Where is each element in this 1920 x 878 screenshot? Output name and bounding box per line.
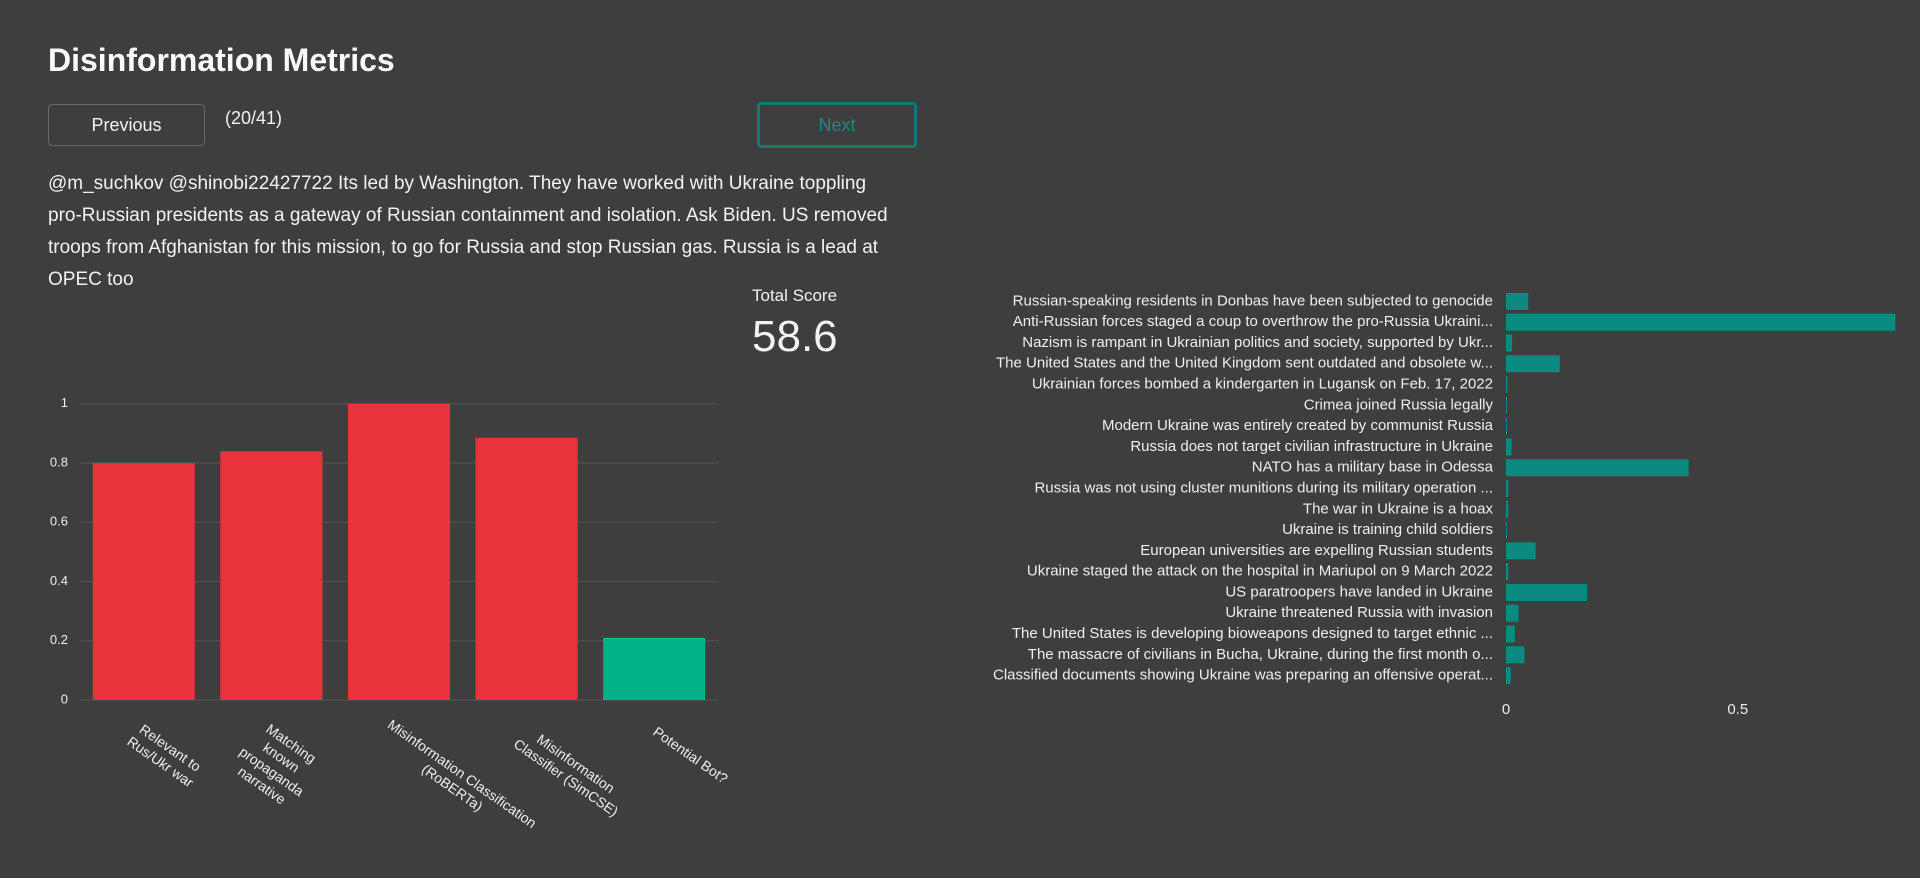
bar xyxy=(1506,667,1511,685)
bar xyxy=(1506,355,1560,373)
y-tick-label: Ukrainian forces bombed a kindergarten i… xyxy=(1032,376,1493,393)
previous-button[interactable]: Previous xyxy=(48,104,205,146)
bar xyxy=(1506,459,1689,477)
y-tick-label: Ukraine threatened Russia with invasion xyxy=(1225,604,1493,621)
y-tick-label: Nazism is rampant in Ukrainian politics … xyxy=(1022,334,1493,351)
bar xyxy=(1506,313,1896,331)
y-tick-label: Anti-Russian forces staged a coup to ove… xyxy=(1013,313,1493,330)
y-tick-label: NATO has a military base in Odessa xyxy=(1252,459,1494,476)
y-tick-label: Modern Ukraine was entirely created by c… xyxy=(1102,417,1494,434)
bar xyxy=(1506,563,1509,581)
y-tick-label: 0.8 xyxy=(50,454,68,469)
score-value: 58.6 xyxy=(752,312,838,361)
y-tick-label: US paratroopers have landed in Ukraine xyxy=(1225,583,1493,600)
bar xyxy=(1506,396,1507,414)
y-tick-label: Crimea joined Russia legally xyxy=(1304,396,1494,413)
y-tick-label: Classified documents showing Ukraine was… xyxy=(993,667,1493,684)
bar xyxy=(1506,604,1519,622)
y-tick-label: 0.4 xyxy=(50,573,68,588)
y-tick-label: The United States is developing bioweapo… xyxy=(1012,625,1493,642)
y-tick-label: Ukraine is training child soldiers xyxy=(1282,521,1493,538)
bar xyxy=(1506,417,1507,435)
bar xyxy=(92,463,195,700)
bar xyxy=(1506,646,1525,664)
score-label: Total Score xyxy=(752,286,838,305)
y-tick-label: Russia was not using cluster munitions d… xyxy=(1034,479,1493,496)
bar xyxy=(347,403,451,700)
bar xyxy=(1506,583,1588,601)
y-tick-label: 0 xyxy=(61,691,68,706)
bar xyxy=(1506,480,1509,497)
y-tick-label: The war in Ukraine is a hoax xyxy=(1303,500,1494,517)
bar xyxy=(1506,521,1507,539)
y-tick-label: Russian-speaking residents in Donbas hav… xyxy=(1013,292,1493,309)
bar xyxy=(220,451,323,700)
y-tick-label: 1 xyxy=(61,395,68,410)
bar xyxy=(1506,292,1529,310)
y-tick-label: Russia does not target civilian infrastr… xyxy=(1130,438,1493,455)
bar xyxy=(1506,500,1509,518)
bar xyxy=(1506,438,1512,456)
bar xyxy=(475,437,578,700)
tweet-text: @m_suchkov @shinobi22427722 Its led by W… xyxy=(48,173,888,290)
counter: (20/41) xyxy=(225,108,283,128)
y-tick-label: 0.2 xyxy=(50,632,68,647)
y-tick-label: 0.6 xyxy=(50,514,68,529)
bar xyxy=(1506,625,1515,643)
x-tick-label: 0.5 xyxy=(1727,701,1748,718)
x-tick-label: 0 xyxy=(1502,701,1510,718)
bar xyxy=(603,637,706,700)
bar xyxy=(1506,334,1513,352)
bar xyxy=(1506,542,1536,560)
y-tick-label: European universities are expelling Russ… xyxy=(1140,542,1493,559)
next-button[interactable]: Next xyxy=(757,102,917,148)
bar xyxy=(1506,376,1508,394)
page-title: Disinformation Metrics xyxy=(48,42,395,78)
y-tick-label: The massacre of civilians in Bucha, Ukra… xyxy=(1028,646,1493,663)
y-tick-label: Ukraine staged the attack on the hospita… xyxy=(1027,563,1493,580)
y-tick-label: The United States and the United Kingdom… xyxy=(996,355,1493,372)
